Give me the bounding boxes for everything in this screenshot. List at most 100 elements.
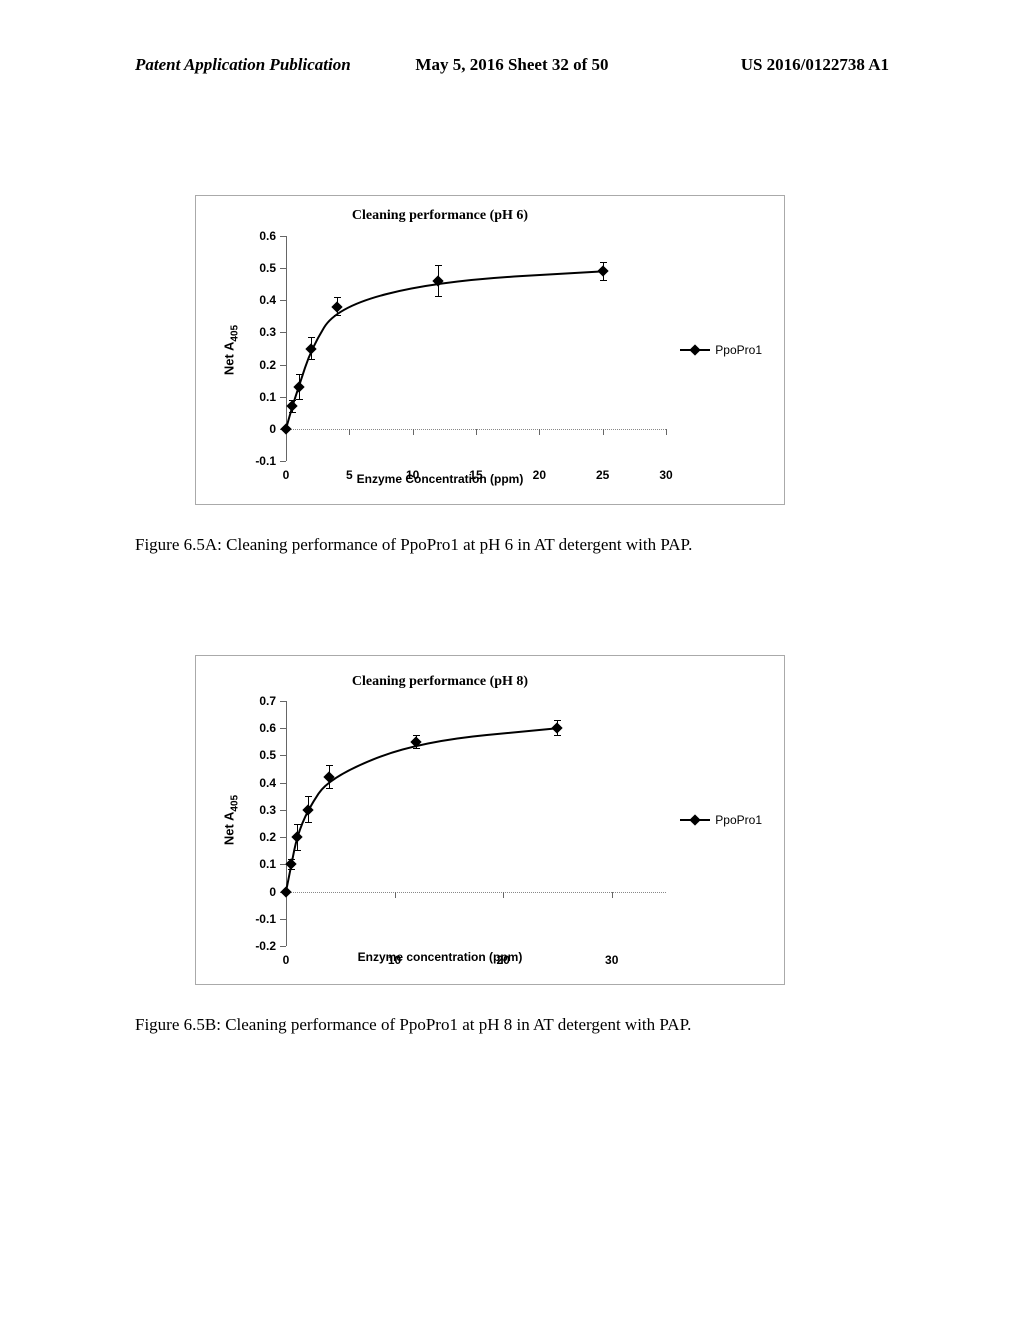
legend-marker-b [680, 815, 710, 825]
x-tick-label: 25 [596, 461, 609, 482]
x-tick [503, 892, 504, 898]
error-cap-top [326, 765, 333, 766]
y-axis-label-b: Net A405 [222, 795, 241, 845]
x-axis-baseline [286, 892, 666, 893]
error-cap-top [305, 796, 312, 797]
diamond-icon [280, 423, 291, 434]
x-tick-label: 10 [406, 461, 419, 482]
chart-ph8: Cleaning performance (pH 8) Net A405 Enz… [195, 655, 785, 985]
error-cap-top [294, 824, 301, 825]
data-point [282, 420, 290, 438]
error-cap-bottom [294, 850, 301, 851]
error-cap-bottom [305, 822, 312, 823]
y-tick-label: 0.5 [259, 261, 286, 275]
diamond-icon [411, 736, 422, 747]
data-point [287, 855, 295, 873]
error-cap-top [308, 337, 315, 338]
x-tick-label: 0 [283, 461, 290, 482]
data-point [304, 801, 312, 819]
chart-title-a: Cleaning performance (pH 6) [196, 208, 684, 224]
x-tick-label: 20 [533, 461, 546, 482]
y-axis-label-sub-a: 405 [229, 325, 240, 342]
x-tick-label: 30 [605, 946, 618, 967]
y-tick-label: 0.1 [259, 390, 286, 404]
diamond-icon [286, 859, 297, 870]
data-point [307, 340, 315, 358]
legend-b: PpoPro1 [680, 813, 762, 827]
header-center: May 5, 2016 Sheet 32 of 50 [386, 55, 637, 75]
x-tick [349, 429, 350, 435]
y-axis-label-a: Net A405 [222, 325, 241, 375]
diamond-icon [302, 804, 313, 815]
x-tick-label: 10 [388, 946, 401, 967]
y-axis-label-sub-b: 405 [229, 795, 240, 812]
diamond-icon [287, 401, 298, 412]
y-tick-label: -0.1 [255, 912, 286, 926]
data-point [288, 397, 296, 415]
diamond-icon [306, 343, 317, 354]
diamond-icon [597, 266, 608, 277]
y-tick-label: 0.3 [259, 325, 286, 339]
data-point [434, 272, 442, 290]
x-tick-label: 0 [283, 946, 290, 967]
y-tick-label: 0.4 [259, 293, 286, 307]
chart-ph6: Cleaning performance (pH 6) Net A405 Enz… [195, 195, 785, 505]
data-point [293, 828, 301, 846]
error-cap-bottom [296, 399, 303, 400]
error-cap-bottom [326, 788, 333, 789]
diamond-icon [690, 814, 701, 825]
legend-label-a: PpoPro1 [715, 343, 762, 357]
x-tick [603, 429, 604, 435]
x-tick-label: 20 [496, 946, 509, 967]
data-point [325, 768, 333, 786]
data-point [295, 378, 303, 396]
x-tick [612, 892, 613, 898]
y-axis-label-text-b: Net A [222, 812, 237, 845]
x-axis-label-a: Enzyme Concentration (ppm) [196, 472, 684, 486]
y-tick-label: 0.4 [259, 776, 286, 790]
x-tick-label: 15 [469, 461, 482, 482]
page-header: Patent Application Publication May 5, 20… [0, 55, 1024, 75]
y-tick-label: 0.2 [259, 358, 286, 372]
legend-label-b: PpoPro1 [715, 813, 762, 827]
error-cap-bottom [435, 296, 442, 297]
x-tick [666, 429, 667, 435]
diamond-icon [291, 831, 302, 842]
y-tick-label: 0.1 [259, 857, 286, 871]
error-cap-top [435, 265, 442, 266]
chart-title-b: Cleaning performance (pH 8) [196, 674, 684, 690]
data-point [333, 298, 341, 316]
diamond-icon [331, 301, 342, 312]
figure-caption-b: Figure 6.5B: Cleaning performance of Ppo… [135, 1015, 889, 1035]
y-tick-label: 0.6 [259, 721, 286, 735]
y-tick-label: 0.2 [259, 830, 286, 844]
x-tick-label: 30 [659, 461, 672, 482]
x-tick [476, 429, 477, 435]
y-tick-label: 0.3 [259, 803, 286, 817]
y-axis [286, 701, 287, 946]
x-tick [539, 429, 540, 435]
x-tick [413, 429, 414, 435]
y-tick-label: 0.7 [259, 694, 286, 708]
diamond-icon [552, 723, 563, 734]
y-axis-label-text-a: Net A [222, 342, 237, 375]
diamond-icon [432, 275, 443, 286]
diamond-icon [324, 772, 335, 783]
curve-line [286, 236, 666, 461]
x-tick [395, 892, 396, 898]
y-tick-label: -0.2 [255, 939, 286, 953]
y-tick-label: 0.5 [259, 748, 286, 762]
error-cap-bottom [308, 359, 315, 360]
diamond-icon [690, 344, 701, 355]
data-point [553, 719, 561, 737]
data-point [412, 733, 420, 751]
y-tick-label: 0.6 [259, 229, 286, 243]
x-tick-label: 5 [346, 461, 353, 482]
plot-area-a: -0.100.10.20.30.40.50.6051015202530 [286, 236, 666, 461]
diamond-icon [293, 381, 304, 392]
data-point [599, 262, 607, 280]
diamond-icon [280, 886, 291, 897]
curve-line [286, 701, 666, 946]
header-right: US 2016/0122738 A1 [638, 55, 889, 75]
data-point [282, 883, 290, 901]
